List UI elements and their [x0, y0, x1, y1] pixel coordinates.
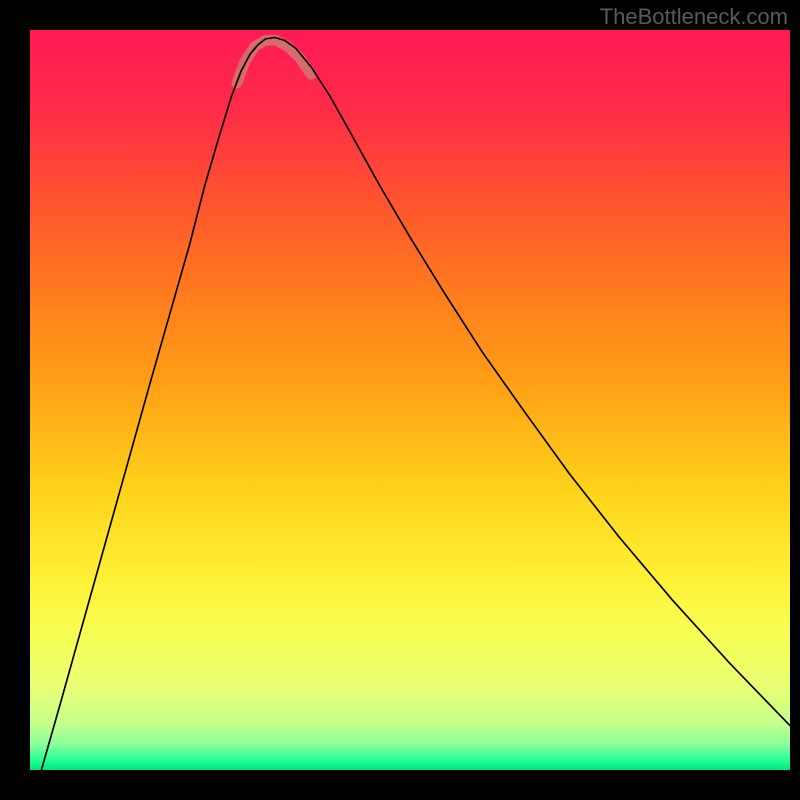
chart-frame: TheBottleneck.com: [0, 0, 800, 800]
watermark-text: TheBottleneck.com: [600, 4, 788, 30]
plot-area: [30, 30, 790, 770]
bottleneck-curve-chart: [30, 30, 790, 770]
gradient-background: [30, 30, 790, 770]
